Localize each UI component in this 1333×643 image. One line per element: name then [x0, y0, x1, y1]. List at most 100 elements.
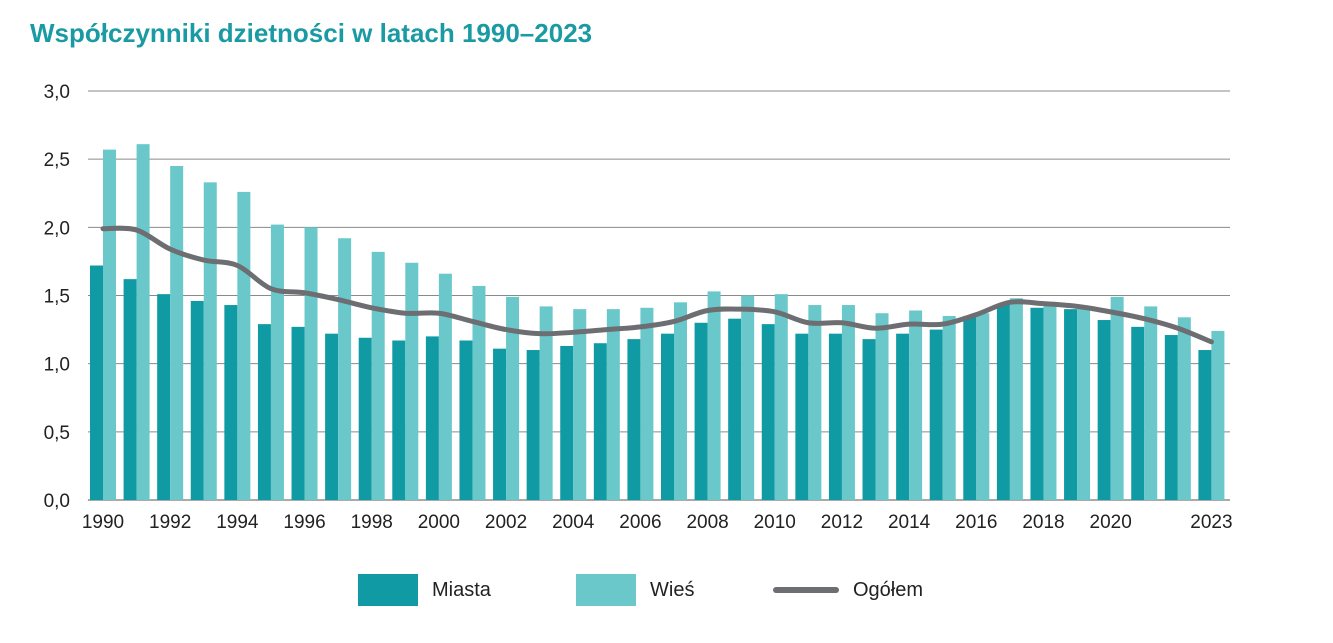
bar-miasta	[896, 333, 910, 500]
bar-miasta	[560, 345, 574, 500]
bar-wies	[1077, 306, 1091, 500]
legend-swatch-miasta	[358, 574, 418, 606]
bar-wies	[976, 313, 990, 500]
bar-wies	[1144, 306, 1158, 500]
bar-miasta	[828, 333, 842, 500]
bar-wies	[371, 251, 385, 500]
bar-miasta	[694, 322, 708, 500]
bar-miasta	[1064, 309, 1078, 500]
bar-miasta	[392, 340, 406, 500]
bar-miasta	[1164, 335, 1178, 500]
bar-wies	[774, 294, 788, 500]
y-tick-label: 2,5	[44, 150, 70, 171]
total-line	[100, 225, 1214, 345]
x-tick-label: 1998	[351, 512, 393, 533]
bar-wies	[539, 306, 553, 500]
y-tick-label: 1,0	[44, 355, 70, 376]
legend-item-miasta: Miasta	[358, 570, 491, 610]
bar-wies	[338, 238, 352, 501]
bar-miasta	[291, 326, 305, 500]
bar-wies	[304, 227, 318, 501]
bar-wies	[438, 273, 452, 500]
bar-miasta	[493, 348, 507, 500]
bar-wies	[875, 313, 889, 500]
bar-wies	[909, 310, 923, 500]
x-tick-label: 2010	[754, 512, 796, 533]
x-tick-label: 2012	[821, 512, 863, 533]
bar-wies	[1043, 305, 1057, 500]
bar-wies	[237, 191, 251, 501]
bar-miasta	[929, 329, 943, 500]
bar-wies	[640, 307, 654, 500]
bar-miasta	[862, 339, 876, 500]
bar-miasta	[358, 337, 372, 500]
x-tick-label: 2020	[1090, 512, 1132, 533]
y-tick-label: 1,5	[44, 287, 70, 308]
y-tick-label: 3,0	[44, 82, 70, 103]
bar-wies	[1211, 330, 1225, 500]
bar-miasta	[526, 350, 540, 500]
bars	[90, 144, 1225, 501]
y-tick-label: 0,0	[44, 491, 70, 512]
x-axis-ticks: 1990 1992 1994 1996 1998 2000 2002 2004 2006 2008…	[82, 512, 1233, 533]
bar-miasta	[224, 305, 238, 500]
bar-wies	[606, 309, 620, 500]
bar-wies	[1009, 298, 1023, 500]
bar-miasta	[627, 339, 641, 500]
bar-miasta	[761, 324, 775, 500]
legend-label-ogolem: Ogółem	[853, 578, 924, 601]
x-tick-label: 1992	[149, 512, 191, 533]
bar-miasta	[1131, 326, 1145, 500]
bar-miasta	[459, 340, 473, 500]
bar-miasta	[963, 315, 977, 500]
bar-wies	[1110, 296, 1124, 500]
legend: Miasta Wieś Ogółem	[0, 570, 1333, 610]
x-tick-label: 1990	[82, 512, 124, 533]
bar-miasta	[1030, 307, 1044, 500]
line-ogolem	[100, 225, 1214, 345]
bar-wies	[170, 165, 184, 500]
bar-miasta	[593, 343, 607, 500]
bar-miasta	[795, 333, 809, 500]
bar-wies	[841, 305, 855, 500]
bar-miasta	[661, 333, 674, 500]
x-tick-label: 2018	[1022, 512, 1064, 533]
bar-wies	[270, 224, 284, 500]
bar-miasta	[123, 279, 137, 500]
x-tick-label: 2006	[619, 512, 661, 533]
bar-miasta	[728, 318, 742, 500]
bar-miasta	[996, 303, 1010, 500]
bar-wies	[1177, 317, 1191, 500]
legend-label-miasta: Miasta	[432, 578, 491, 601]
bar-miasta	[1198, 350, 1212, 500]
bar-wies	[573, 309, 587, 500]
y-tick-label: 0,5	[44, 423, 70, 444]
x-tick-label: 1994	[216, 512, 259, 533]
x-tick-label: 1996	[283, 512, 325, 533]
bar-miasta	[90, 265, 103, 500]
y-tick-label: 2,0	[44, 218, 70, 239]
legend-item-ogolem: Ogółem	[773, 570, 923, 610]
legend-swatch-wies	[576, 574, 636, 606]
chart-area: 0,0 0,5 1,0 1,5 2,0 2,5 3,0 1990 1992 1994 1996 19…	[44, 82, 1233, 533]
chart-title: Współczynniki dzietności w latach 1990–2…	[30, 18, 593, 48]
bar-wies	[405, 262, 419, 500]
x-tick-label: 2004	[552, 512, 595, 533]
x-tick-label: 2000	[418, 512, 460, 533]
bar-wies	[808, 305, 822, 500]
legend-swatch-ogolem	[773, 587, 839, 593]
bar-miasta	[157, 294, 171, 500]
x-tick-label: 2023	[1190, 512, 1232, 533]
bar-wies	[203, 182, 217, 501]
bar-wies	[741, 295, 755, 500]
bar-miasta	[425, 336, 439, 500]
bar-wies	[472, 285, 486, 500]
x-tick-label: 2002	[485, 512, 527, 533]
bar-miasta	[190, 300, 204, 500]
x-tick-label: 2014	[888, 512, 931, 533]
y-axis-ticks: 0,0 0,5 1,0 1,5 2,0 2,5 3,0	[44, 82, 70, 512]
bar-wies	[506, 296, 520, 500]
bar-wies	[103, 149, 116, 500]
bar-wies	[674, 302, 687, 500]
bar-miasta	[257, 324, 271, 500]
